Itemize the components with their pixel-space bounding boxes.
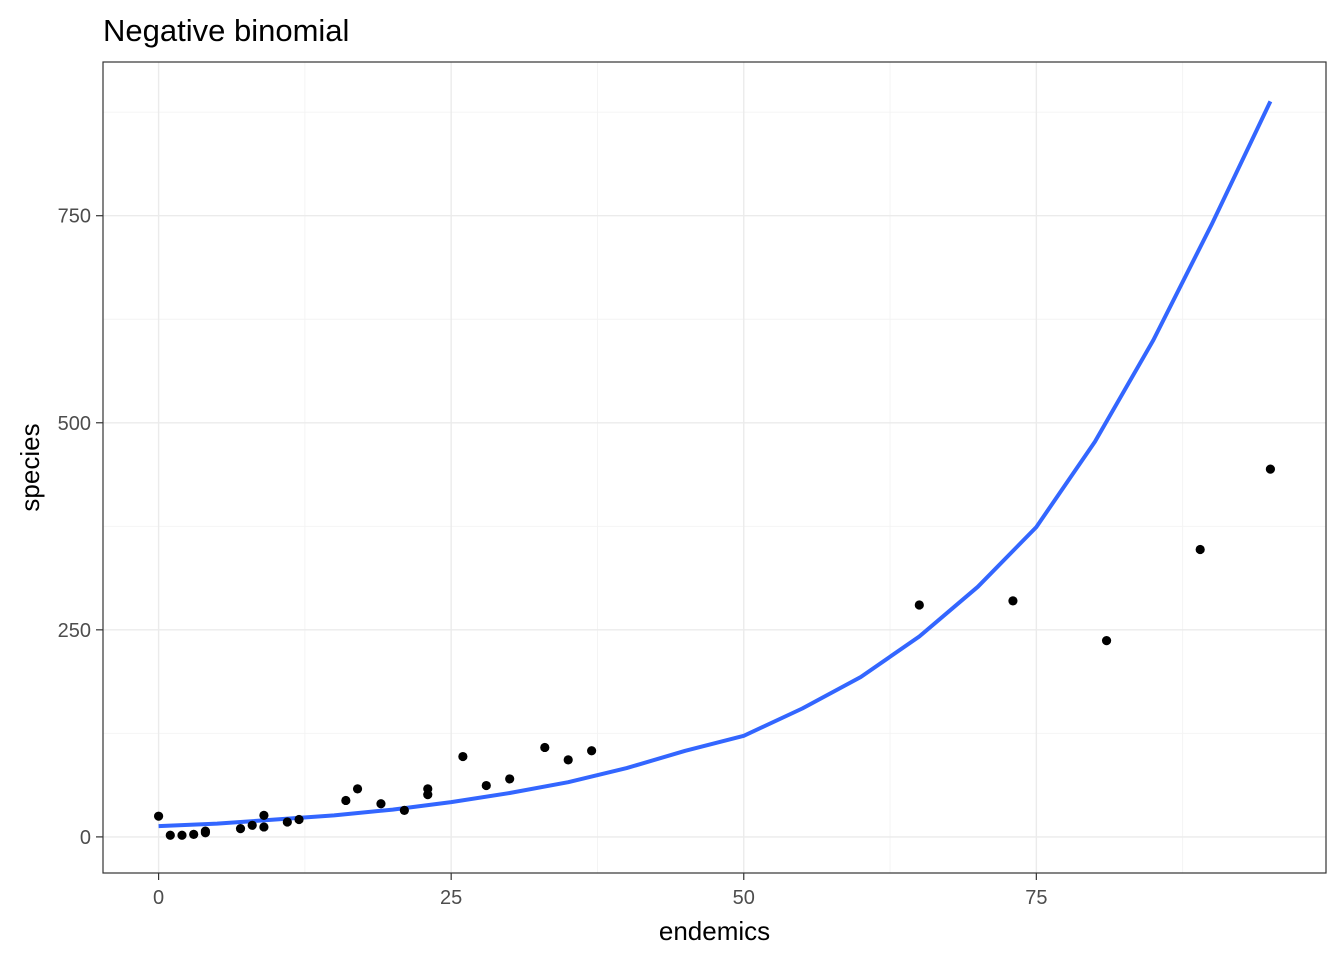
x-axis: 0 25 50 75 [153, 873, 1047, 909]
data-point [177, 830, 187, 840]
x-axis-label: endemics [659, 916, 770, 946]
y-tick-label: 0 [80, 827, 91, 849]
data-point [399, 805, 409, 815]
data-point [235, 824, 246, 834]
y-axis-label: species [15, 423, 45, 511]
data-point [1265, 464, 1276, 474]
x-tick-label: 75 [1025, 887, 1047, 909]
data-point [294, 814, 304, 825]
data-point [189, 829, 199, 840]
data-point [376, 799, 386, 809]
data-point [153, 811, 164, 821]
data-point [505, 774, 515, 784]
data-point [259, 822, 269, 832]
data-point [200, 826, 211, 836]
fit-curve [158, 100, 1273, 829]
x-tick-label: 50 [733, 887, 755, 909]
x-tick-label: 0 [153, 887, 164, 909]
panel-border [102, 61, 1327, 874]
data-point [481, 780, 491, 791]
chart-title: Negative binomial [103, 13, 349, 48]
data-point [165, 830, 175, 840]
data-point [540, 742, 550, 753]
panel-background [103, 62, 1326, 873]
data-point [259, 810, 269, 820]
points-layer [153, 464, 1276, 840]
data-point [282, 817, 292, 827]
data-point [1101, 635, 1112, 646]
x-tick-label: 25 [440, 887, 462, 909]
data-point [352, 784, 363, 794]
y-tick-label: 500 [58, 413, 91, 435]
data-point [914, 600, 924, 610]
data-point [423, 784, 433, 794]
y-axis: 0 250 500 750 [58, 206, 103, 849]
y-tick-label: 750 [58, 206, 91, 228]
plot-panel [102, 61, 1327, 874]
data-point [587, 746, 597, 756]
y-tick-label: 250 [58, 620, 91, 642]
data-point [341, 795, 351, 806]
data-point [563, 755, 573, 765]
data-point [1195, 544, 1205, 555]
data-point [247, 820, 257, 830]
data-point [1008, 596, 1018, 606]
fit-layer [158, 100, 1273, 829]
data-point [458, 751, 468, 762]
